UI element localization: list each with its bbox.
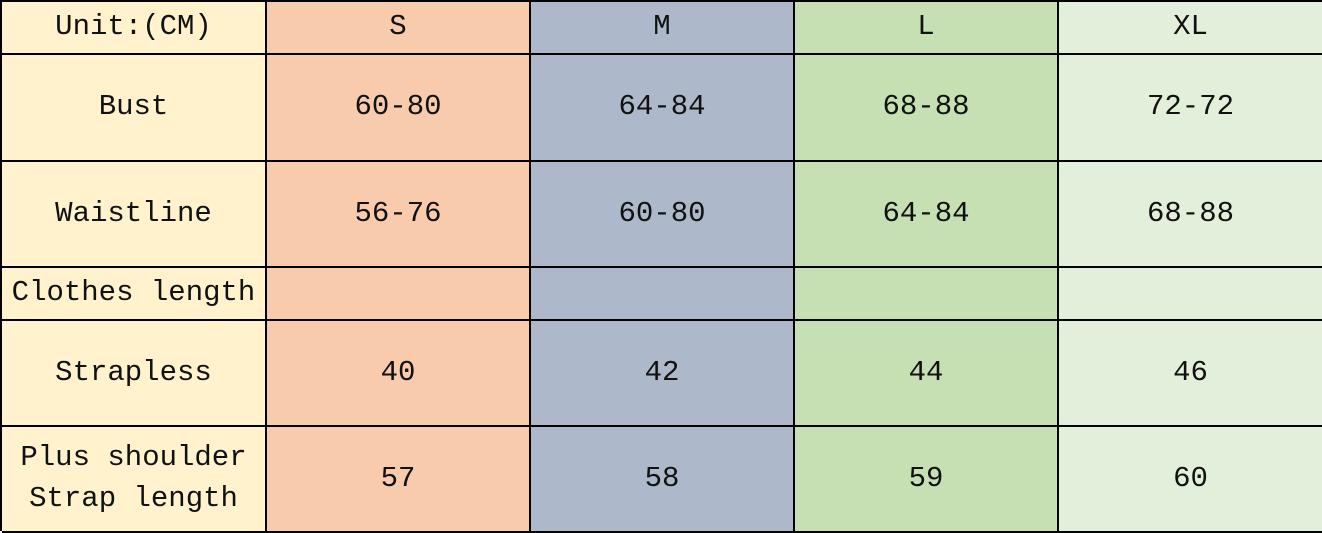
measurement-cell: 60 — [1059, 427, 1322, 533]
unit-header: Unit:(CM) — [2, 2, 267, 55]
row-label: Waistline — [2, 162, 267, 268]
measurement-cell: 64-84 — [531, 55, 795, 162]
measurement-cell: 57 — [267, 427, 531, 533]
measurement-cell: 44 — [795, 321, 1059, 427]
measurement-cell: 56-76 — [267, 162, 531, 268]
measurement-cell: 68-88 — [1059, 162, 1322, 268]
measurement-cell: 72-72 — [1059, 55, 1322, 162]
measurement-cell: 40 — [267, 321, 531, 427]
measurement-cell: 60-80 — [531, 162, 795, 268]
measurement-cell — [1059, 268, 1322, 321]
size-header: L — [795, 2, 1059, 55]
row-label: Bust — [2, 55, 267, 162]
measurement-cell: 68-88 — [795, 55, 1059, 162]
row-label: Strapless — [2, 321, 267, 427]
size-header: XL — [1059, 2, 1322, 55]
measurement-cell: 60-80 — [267, 55, 531, 162]
size-header: M — [531, 2, 795, 55]
measurement-cell: 46 — [1059, 321, 1322, 427]
measurement-cell: 42 — [531, 321, 795, 427]
row-label: Plus shoulder Strap length — [2, 427, 267, 533]
measurement-cell — [795, 268, 1059, 321]
measurement-cell: 59 — [795, 427, 1059, 533]
measurement-cell — [267, 268, 531, 321]
measurement-cell: 58 — [531, 427, 795, 533]
measurement-cell — [531, 268, 795, 321]
size-header: S — [267, 2, 531, 55]
row-label: Clothes length — [2, 268, 267, 321]
measurement-cell: 64-84 — [795, 162, 1059, 268]
